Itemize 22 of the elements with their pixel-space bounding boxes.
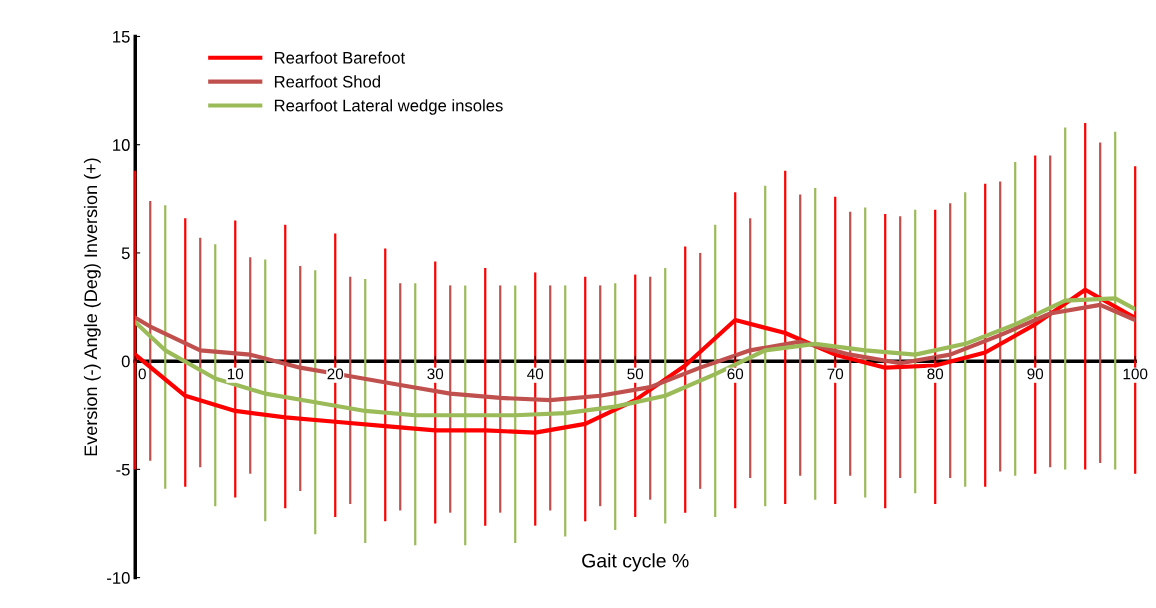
y-tick-label: 10 xyxy=(113,139,130,151)
y-axis-title: Eversion (-) Angle (Deg) Inversion (+) xyxy=(83,158,101,456)
y-tick-label: -10 xyxy=(107,572,130,584)
x-axis-title: Gait cycle % xyxy=(582,553,689,572)
legend-label: Rearfoot Barefoot xyxy=(274,51,406,64)
x-tick-label: 70 xyxy=(827,368,844,380)
x-tick-label: 60 xyxy=(727,368,744,380)
x-tick-label: 0 xyxy=(138,368,146,380)
y-tick-label: 5 xyxy=(121,247,130,260)
x-tick-label: 10 xyxy=(227,368,244,380)
y-tick-label: 15 xyxy=(113,31,130,43)
x-tick-label: 20 xyxy=(327,368,344,380)
x-tick-label: 80 xyxy=(927,368,944,380)
x-tick-label: 100 xyxy=(1123,368,1148,380)
x-tick-label: 50 xyxy=(627,368,644,380)
y-tick-label: 0 xyxy=(121,355,130,368)
x-tick-label: 40 xyxy=(527,368,544,380)
x-tick-label: 30 xyxy=(427,368,444,380)
legend-label: Rearfoot Shod xyxy=(274,75,380,88)
x-tick-label: 90 xyxy=(1027,368,1044,380)
y-tick-label: -5 xyxy=(116,463,130,476)
legend-label: Rearfoot Lateral wedge insoles xyxy=(274,99,503,115)
